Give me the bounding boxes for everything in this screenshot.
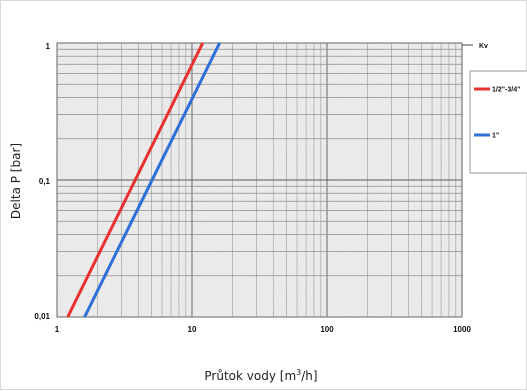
y-tick-label: 1: [46, 42, 51, 51]
x-tick-label: 1: [55, 325, 60, 334]
plot-border: [56, 42, 463, 318]
x-tick-label: 100: [320, 325, 334, 334]
series-line-1: [66, 42, 205, 318]
legend: 1/2"-3/4" 1": [469, 70, 527, 174]
corner-label: Kv: [479, 43, 488, 50]
x-axis-title: Průtok vody [m3/h]: [204, 368, 317, 383]
legend-items: 1/2"-3/4" 1": [474, 87, 520, 140]
series-line-2: [83, 42, 221, 318]
x-tick-labels: 1 10 100 1000: [55, 325, 472, 334]
x-axis-title-base: Průtok vody [m: [204, 369, 296, 383]
x-tick-label: 10: [188, 325, 197, 334]
grid-lines: [57, 43, 462, 317]
x-tick-label: 1000: [453, 325, 471, 334]
y-tick-label: 0,1: [39, 177, 51, 186]
legend-label: 1": [492, 133, 499, 140]
y-tick-label: 0,01: [34, 312, 50, 321]
series-layer: [66, 42, 221, 318]
y-tick-labels: 1 0,1 0,01: [34, 42, 50, 321]
y-axis-title: Delta P [bar]: [9, 143, 23, 219]
x-axis-title-tail: /h]: [301, 369, 317, 383]
legend-label: 1/2"-3/4": [492, 87, 520, 94]
x-axis-title-sup: 3: [296, 368, 301, 377]
